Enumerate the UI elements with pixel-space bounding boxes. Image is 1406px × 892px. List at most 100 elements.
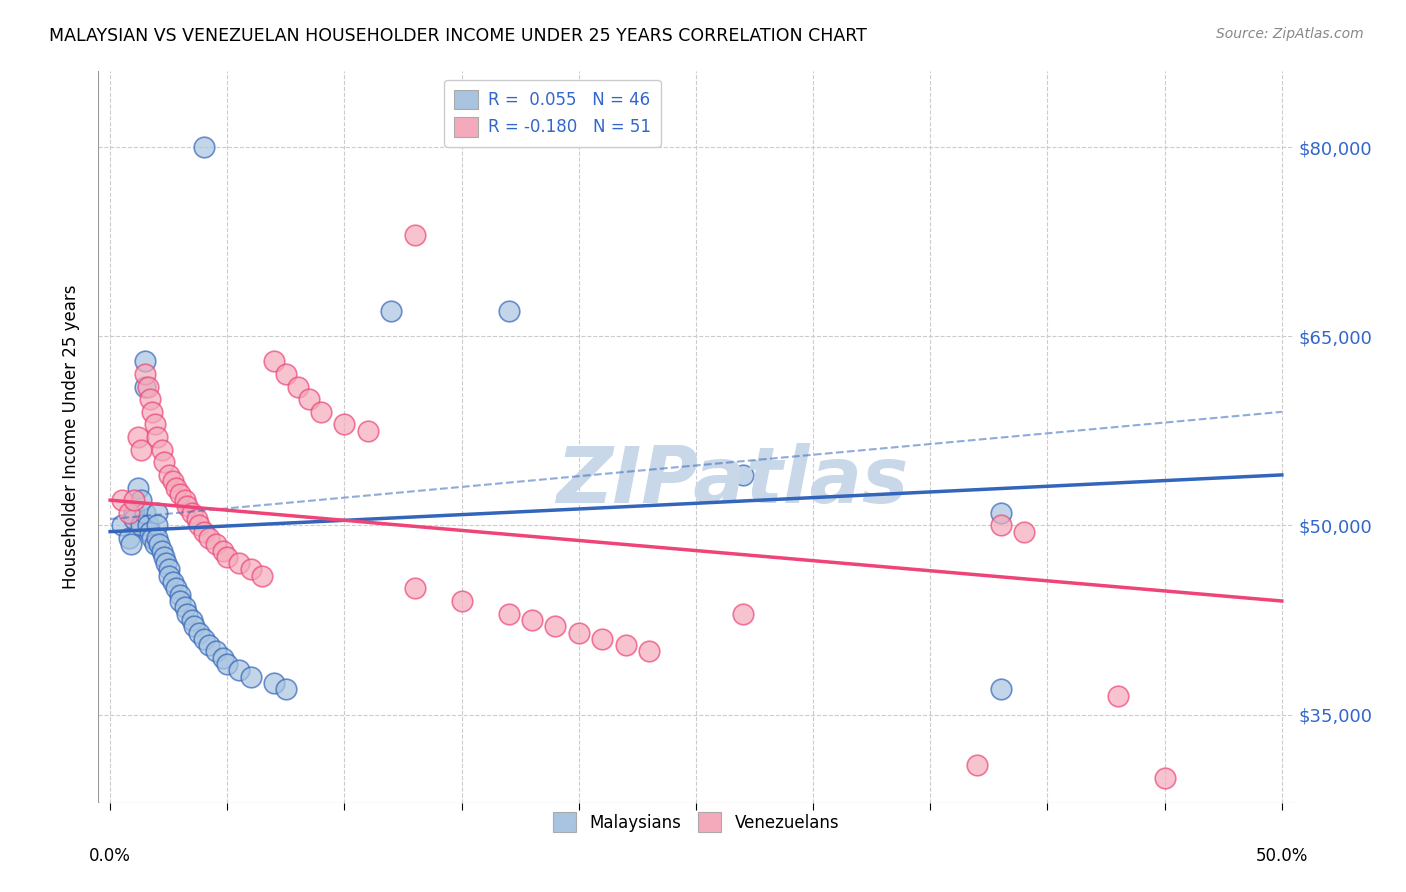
Text: Source: ZipAtlas.com: Source: ZipAtlas.com [1216,27,1364,41]
Point [591,632,613,646]
Point [111,518,134,533]
Point [146,430,169,444]
Text: MALAYSIAN VS VENEZUELAN HOUSEHOLDER INCOME UNDER 25 YEARS CORRELATION CHART: MALAYSIAN VS VENEZUELAN HOUSEHOLDER INCO… [49,27,868,45]
Point [287,379,309,393]
Point [357,424,380,438]
Point [404,582,426,596]
Point [990,682,1012,697]
Point [134,379,156,393]
Point [520,613,543,627]
Point [380,304,402,318]
Point [239,670,262,684]
Point [134,354,156,368]
Point [169,487,191,501]
Point [990,506,1012,520]
Point [193,140,215,154]
Point [157,569,180,583]
Text: 50.0%: 50.0% [1256,847,1308,865]
Point [186,512,208,526]
Point [193,632,215,646]
Point [731,467,754,482]
Point [568,625,591,640]
Point [146,506,169,520]
Point [638,644,661,658]
Point [450,594,472,608]
Point [404,228,426,243]
Point [614,638,637,652]
Point [544,619,567,633]
Point [263,676,285,690]
Point [165,481,187,495]
Point [1153,771,1175,785]
Point [129,442,152,457]
Point [176,500,198,514]
Point [150,543,173,558]
Point [193,524,215,539]
Point [136,518,159,533]
Point [118,531,141,545]
Point [498,607,520,621]
Point [127,481,149,495]
Point [333,417,356,432]
Point [157,562,180,576]
Point [228,556,250,570]
Text: ZIPatlas: ZIPatlas [555,443,908,519]
Point [148,537,170,551]
Point [731,607,754,621]
Point [183,619,205,633]
Point [217,657,239,671]
Point [139,392,162,407]
Point [188,625,211,640]
Point [150,442,173,457]
Point [162,474,184,488]
Point [211,543,233,558]
Point [134,367,156,381]
Point [153,455,176,469]
Point [498,304,520,318]
Point [111,493,134,508]
Point [157,467,180,482]
Point [990,518,1012,533]
Point [228,664,250,678]
Point [141,405,163,419]
Point [217,549,239,564]
Point [211,650,233,665]
Point [197,531,219,545]
Point [309,405,332,419]
Point [174,600,197,615]
Point [169,588,191,602]
Point [127,430,149,444]
Point [176,607,198,621]
Point [181,506,204,520]
Point [1107,689,1129,703]
Point [263,354,285,368]
Point [274,367,297,381]
Point [174,493,197,508]
Point [143,417,166,432]
Point [122,512,145,526]
Text: 0.0%: 0.0% [89,847,131,865]
Point [169,594,191,608]
Point [204,644,226,658]
Point [139,524,162,539]
Point [129,493,152,508]
Point [239,562,262,576]
Point [298,392,321,407]
Point [252,569,274,583]
Point [1012,524,1035,539]
Point [146,518,169,533]
Point [143,537,166,551]
Y-axis label: Householder Income Under 25 years: Householder Income Under 25 years [62,285,80,590]
Point [162,575,184,590]
Point [153,549,176,564]
Point [118,506,141,520]
Point [141,531,163,545]
Point [155,556,177,570]
Point [181,613,204,627]
Point [146,531,169,545]
Point [274,682,297,697]
Legend: Malaysians, Venezuelans: Malaysians, Venezuelans [546,805,846,838]
Point [966,758,988,772]
Point [197,638,219,652]
Point [136,379,159,393]
